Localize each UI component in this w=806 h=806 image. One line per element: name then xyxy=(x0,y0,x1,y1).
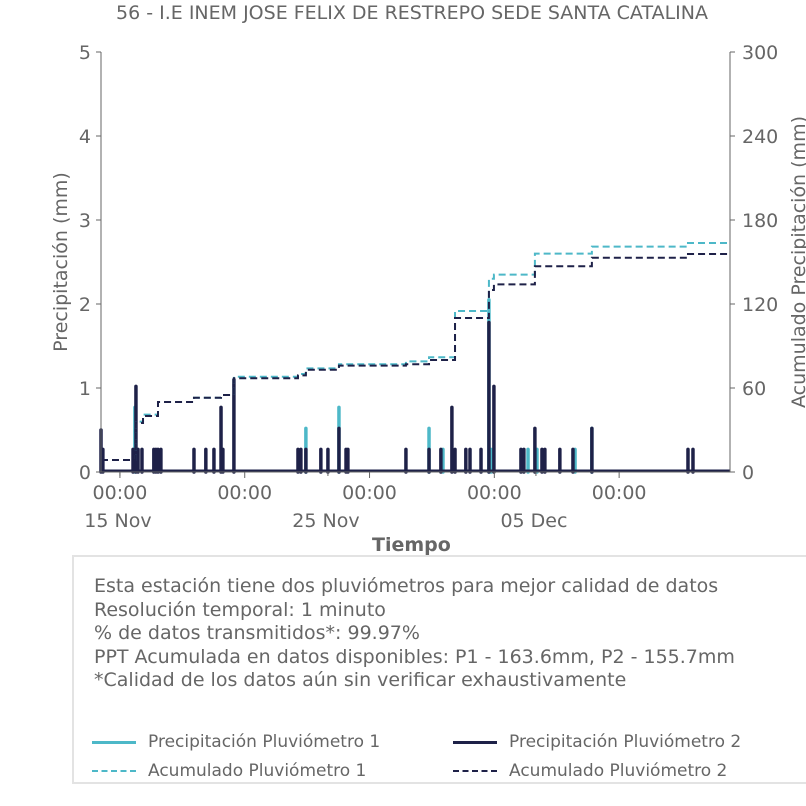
x-date-label: 25 Nov xyxy=(292,510,359,532)
y2-axis-label: Acumulado Precipitación (mm) xyxy=(788,116,806,408)
info-line: *Calidad de los datos aún sin verificar … xyxy=(94,669,627,691)
x-date-label: 05 Dec xyxy=(500,510,567,532)
y2-tick-label: 240 xyxy=(742,126,778,148)
legend-label: Precipitación Pluviómetro 2 xyxy=(509,732,742,752)
x-tick-label: 00:00 xyxy=(467,482,522,504)
x-tick-label: 00:00 xyxy=(342,482,397,504)
legend-item-p2: Precipitación Pluviómetro 2 xyxy=(453,732,741,752)
y2-tick-label: 60 xyxy=(742,378,766,400)
legend-swatch xyxy=(453,740,497,744)
x-tick-label: 00:00 xyxy=(592,482,647,504)
legend-label: Acumulado Pluviómetro 1 xyxy=(148,761,367,781)
y-tick-label: 5 xyxy=(79,42,91,64)
cumulative-line xyxy=(101,241,730,461)
station-info: Esta estación tiene dos pluviómetros par… xyxy=(94,575,735,693)
y-axis-label: Precipitación (mm) xyxy=(50,172,72,352)
y-tick-label: 3 xyxy=(79,210,91,232)
x-axis-label: Tiempo xyxy=(372,534,451,556)
x-tick-label: 00:00 xyxy=(217,482,272,504)
legend-label: Precipitación Pluviómetro 1 xyxy=(148,732,381,752)
legend-item-acum-p2: Acumulado Pluviómetro 2 xyxy=(453,761,727,781)
legend-swatch xyxy=(92,740,136,744)
legend-swatch xyxy=(453,770,497,772)
x-date-label: 15 Nov xyxy=(84,510,151,532)
y2-tick-label: 300 xyxy=(742,42,778,64)
info-line: Esta estación tiene dos pluviómetros par… xyxy=(94,575,719,597)
y2-tick-label: 0 xyxy=(742,462,754,484)
legend-swatch xyxy=(92,770,136,772)
y-tick-label: 2 xyxy=(79,294,91,316)
info-legend-box: Esta estación tiene dos pluviómetros par… xyxy=(72,555,806,784)
y-tick-label: 1 xyxy=(79,378,91,400)
x-tick-label: 00:00 xyxy=(93,482,148,504)
legend-label: Acumulado Pluviómetro 2 xyxy=(509,761,728,781)
legend-item-p1: Precipitación Pluviómetro 1 xyxy=(92,732,380,752)
legend-item-acum-p1: Acumulado Pluviómetro 1 xyxy=(92,761,366,781)
chart-title: 56 - I.E INEM JOSE FELIX DE RESTREPO SED… xyxy=(116,2,708,24)
y2-tick-label: 180 xyxy=(742,210,778,232)
info-line: Resolución temporal: 1 minuto xyxy=(94,598,386,621)
y2-tick-label: 120 xyxy=(742,294,778,316)
y-tick-label: 4 xyxy=(79,126,91,148)
info-line: PPT Acumulada en datos disponibles: P1 -… xyxy=(94,645,735,668)
cumulative-line xyxy=(101,253,730,461)
y-tick-label: 0 xyxy=(79,462,91,484)
info-line: % de datos transmitidos*: 99.97% xyxy=(94,622,420,644)
